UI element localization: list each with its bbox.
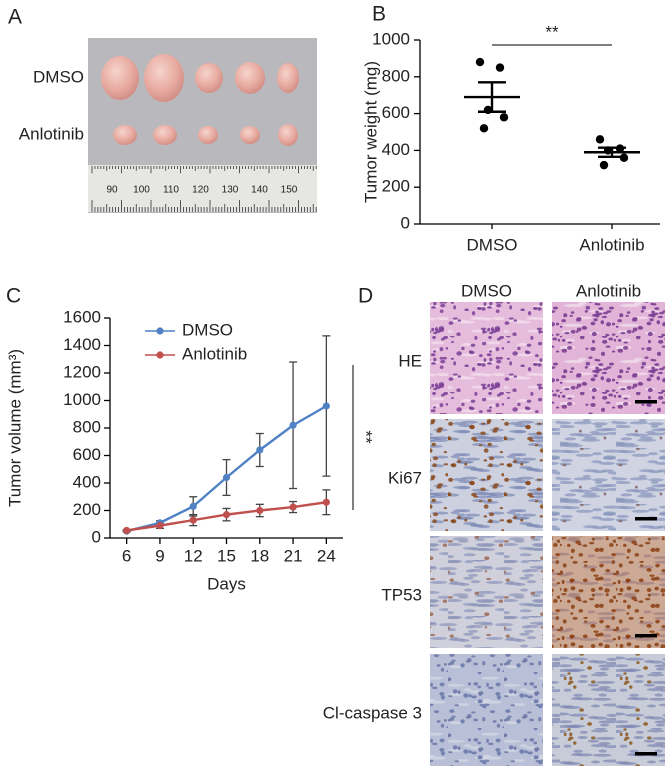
x-axis-label: Days xyxy=(207,574,246,593)
data-point xyxy=(256,506,264,515)
data-point xyxy=(322,402,330,410)
ruler-label: 100 xyxy=(133,185,150,196)
legend-label: Anlotinib xyxy=(182,344,247,363)
ruler-label: 120 xyxy=(192,185,209,196)
row-label: HE xyxy=(398,351,422,370)
x-tick-label: Anlotinib xyxy=(579,235,644,254)
scale-bar xyxy=(635,400,657,404)
x-tick-label: 21 xyxy=(284,546,303,565)
tissue-image xyxy=(430,419,543,531)
y-tick-label: 1200 xyxy=(63,362,101,381)
ruler-label: 90 xyxy=(106,185,118,196)
x-tick-label: 18 xyxy=(250,546,269,565)
x-tick-label: 12 xyxy=(184,546,203,565)
y-tick-label: 0 xyxy=(401,213,410,232)
y-tick-label: 1000 xyxy=(372,29,410,48)
data-point xyxy=(256,446,264,454)
panel-label: B xyxy=(372,3,386,26)
row-label: DMSO xyxy=(33,67,84,86)
y-tick-label: 1000 xyxy=(63,390,101,409)
data-point xyxy=(322,498,330,506)
row-label: Anlotinib xyxy=(19,124,84,143)
x-tick-label: 9 xyxy=(155,546,164,565)
data-point xyxy=(156,522,164,530)
data-point xyxy=(595,135,605,144)
y-axis-label: Tumor volume (mm³) xyxy=(5,349,24,507)
data-point xyxy=(475,57,485,67)
row-label: Ki67 xyxy=(388,468,422,487)
legend-marker xyxy=(156,351,164,359)
column-label: Anlotinib xyxy=(576,281,641,300)
y-tick-label: 400 xyxy=(382,140,410,159)
data-point xyxy=(222,511,231,519)
scale-bar xyxy=(635,517,657,521)
scale-bar xyxy=(635,752,657,756)
tissue-image xyxy=(552,302,665,414)
legend-label: DMSO xyxy=(182,320,233,339)
row-label: TP53 xyxy=(381,585,422,604)
data-point xyxy=(599,160,609,170)
data-point xyxy=(222,473,231,482)
data-point xyxy=(495,63,505,72)
panel-label: A xyxy=(8,6,22,29)
data-point xyxy=(289,503,297,511)
y-tick-label: 200 xyxy=(73,500,101,519)
tissue-image xyxy=(552,654,665,766)
tissue-image xyxy=(552,419,665,531)
ruler-label: 140 xyxy=(251,185,268,196)
ruler-label: 130 xyxy=(222,185,239,196)
data-point xyxy=(123,526,131,535)
data-point xyxy=(499,113,509,122)
scale-bar xyxy=(635,634,657,638)
ruler-label: 150 xyxy=(281,185,298,196)
y-axis-label: Tumor weight (mg) xyxy=(361,61,380,203)
y-tick-label: 1600 xyxy=(63,307,101,326)
data-point xyxy=(289,421,297,429)
y-tick-label: 800 xyxy=(382,66,410,85)
tissue-image xyxy=(552,536,665,648)
x-tick-label: 24 xyxy=(317,546,336,565)
legend-marker xyxy=(156,327,164,335)
row-label: Cl-caspase 3 xyxy=(323,703,422,722)
data-point xyxy=(479,124,489,133)
x-tick-label: 6 xyxy=(122,546,131,565)
y-tick-label: 1400 xyxy=(63,335,101,354)
x-tick-label: DMSO xyxy=(467,235,518,254)
panel-label: D xyxy=(358,285,373,308)
y-tick-label: 600 xyxy=(73,445,101,464)
ruler-label: 110 xyxy=(163,185,179,196)
y-tick-label: 800 xyxy=(73,417,101,436)
y-tick-label: 400 xyxy=(73,472,101,491)
y-tick-label: 0 xyxy=(92,527,101,546)
panel-label: C xyxy=(6,285,21,308)
data-point xyxy=(189,516,197,524)
tissue-image xyxy=(430,654,543,766)
tumor-photo xyxy=(88,38,317,213)
tissue-image xyxy=(430,302,543,414)
y-tick-label: 200 xyxy=(382,177,410,196)
x-tick-label: 15 xyxy=(217,546,236,565)
data-point xyxy=(189,502,197,510)
significance-label: ** xyxy=(357,430,376,444)
column-label: DMSO xyxy=(461,281,512,300)
tissue-image xyxy=(430,536,543,648)
y-tick-label: 600 xyxy=(382,103,410,122)
significance-label: ** xyxy=(545,22,559,41)
